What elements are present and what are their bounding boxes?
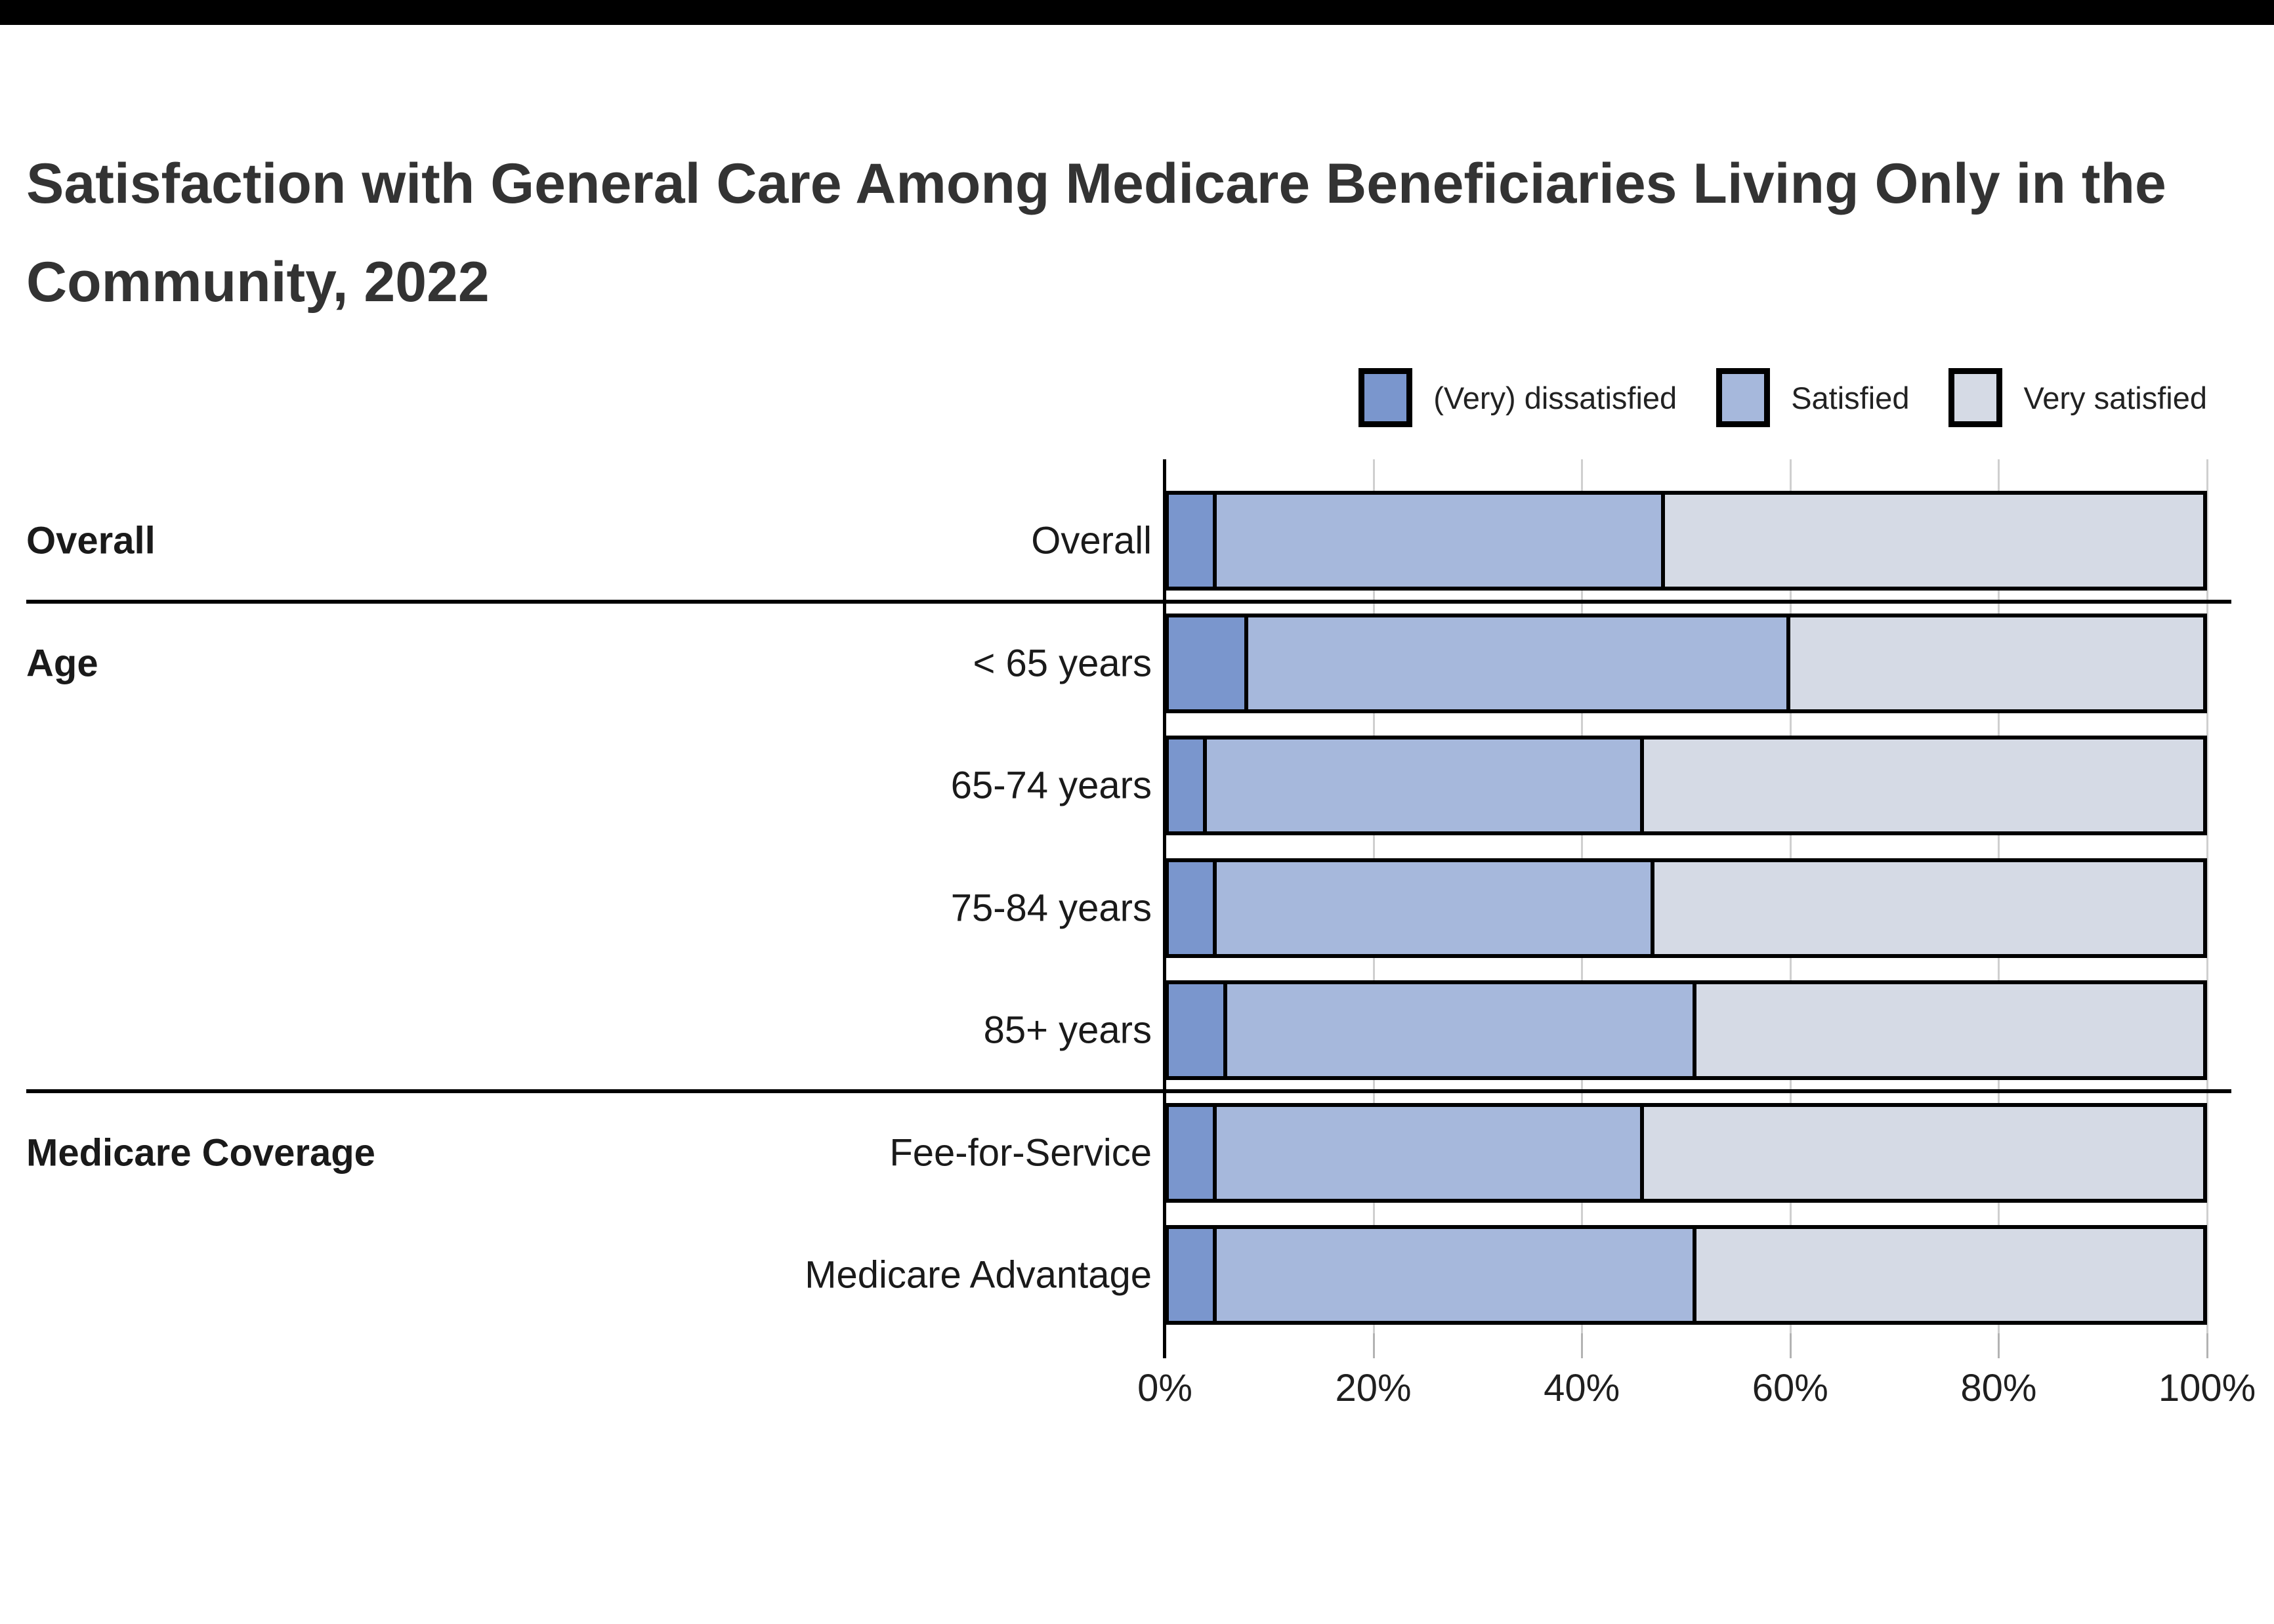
bar-segment-very-satisfied bbox=[1644, 1102, 2207, 1203]
bar-segment--very-dissatisfied bbox=[1165, 613, 1249, 713]
bar-row-6 bbox=[1165, 1102, 2207, 1203]
bar-segment-satisfied bbox=[1248, 613, 1790, 713]
x-tick-mark-80 bbox=[1998, 1333, 2000, 1358]
chart-legend: (Very) dissatisfied Satisfied Very satisfi… bbox=[1358, 365, 2207, 430]
row-label-6: Fee-for-Service bbox=[889, 1131, 1152, 1174]
bar-segment-very-satisfied bbox=[1665, 491, 2207, 591]
bar-segment-satisfied bbox=[1217, 1102, 1645, 1203]
x-tick-label-60: 60% bbox=[1752, 1367, 1828, 1409]
row-label-4: 75-84 years bbox=[950, 886, 1152, 929]
bar-segment-very-satisfied bbox=[1654, 858, 2207, 958]
bar-row-7 bbox=[1165, 1225, 2207, 1325]
bar-segment--very-dissatisfied bbox=[1165, 858, 1217, 958]
x-tick-label-100: 100% bbox=[2158, 1367, 2256, 1409]
x-tick-label-40: 40% bbox=[1544, 1367, 1620, 1409]
legend-item-2: Satisfied bbox=[1716, 368, 1909, 427]
bar-segment--very-dissatisfied bbox=[1165, 736, 1207, 835]
row-label-3: 65-74 years bbox=[950, 764, 1152, 807]
bar-segment-satisfied bbox=[1217, 491, 1666, 591]
bar-segment--very-dissatisfied bbox=[1165, 491, 1217, 591]
plot-area bbox=[1165, 459, 2208, 1333]
x-tick-label-20: 20% bbox=[1335, 1367, 1412, 1409]
bar-segment-satisfied bbox=[1227, 980, 1696, 1080]
bar-segment-satisfied bbox=[1217, 1225, 1696, 1325]
chart-title: Satisfaction with General Care Among Med… bbox=[26, 135, 2244, 331]
group-separator-2 bbox=[26, 1089, 2231, 1094]
bar-segment--very-dissatisfied bbox=[1165, 980, 1228, 1080]
row-label-1: Overall bbox=[1031, 519, 1152, 562]
chart-title-line2: Community, 2022 bbox=[26, 251, 490, 314]
x-tick-mark-20 bbox=[1372, 1333, 1375, 1358]
legend-swatch-icon bbox=[1948, 368, 2003, 427]
bar-segment-satisfied bbox=[1217, 858, 1655, 958]
group-label-medicare-coverage: Medicare Coverage bbox=[26, 1131, 375, 1174]
group-label-overall: Overall bbox=[26, 519, 156, 562]
bar-segment-very-satisfied bbox=[1696, 980, 2207, 1080]
bar-segment-very-satisfied bbox=[1644, 736, 2207, 835]
legend-label: Very satisfied bbox=[2023, 380, 2207, 415]
legend-label: Satisfied bbox=[1791, 380, 1910, 415]
x-tick-mark-40 bbox=[1581, 1333, 1584, 1358]
group-label-age: Age bbox=[26, 642, 98, 684]
legend-label: (Very) dissatisfied bbox=[1433, 380, 1677, 415]
row-label-5: 85+ years bbox=[983, 1009, 1152, 1052]
row-label-7: Medicare Advantage bbox=[805, 1253, 1152, 1297]
bar-row-5 bbox=[1165, 980, 2207, 1080]
y-axis-line bbox=[1163, 459, 1166, 1358]
legend-swatch-icon bbox=[1358, 368, 1413, 427]
legend-item-1: (Very) dissatisfied bbox=[1358, 368, 1677, 427]
bar-row-1 bbox=[1165, 491, 2207, 591]
bar-segment--very-dissatisfied bbox=[1165, 1102, 1217, 1203]
gridline-100 bbox=[2206, 459, 2208, 1333]
chart-title-line1: Satisfaction with General Care Among Med… bbox=[26, 152, 2166, 215]
legend-swatch-icon bbox=[1716, 368, 1771, 427]
top-black-bar bbox=[0, 0, 2274, 25]
bar-segment-satisfied bbox=[1206, 736, 1645, 835]
x-tick-mark-100 bbox=[2206, 1333, 2208, 1358]
row-label-2: < 65 years bbox=[973, 642, 1152, 684]
x-tick-mark-60 bbox=[1789, 1333, 1792, 1358]
bar-row-3 bbox=[1165, 736, 2207, 835]
x-tick-label-80: 80% bbox=[1960, 1367, 2037, 1409]
bar-segment-very-satisfied bbox=[1696, 1225, 2207, 1325]
bar-row-4 bbox=[1165, 858, 2207, 958]
bar-row-2 bbox=[1165, 613, 2207, 713]
group-separator-1 bbox=[26, 600, 2231, 604]
bar-segment--very-dissatisfied bbox=[1165, 1225, 1217, 1325]
legend-item-3: Very satisfied bbox=[1948, 368, 2207, 427]
bar-segment-very-satisfied bbox=[1790, 613, 2207, 713]
x-tick-label-0: 0% bbox=[1137, 1367, 1192, 1409]
